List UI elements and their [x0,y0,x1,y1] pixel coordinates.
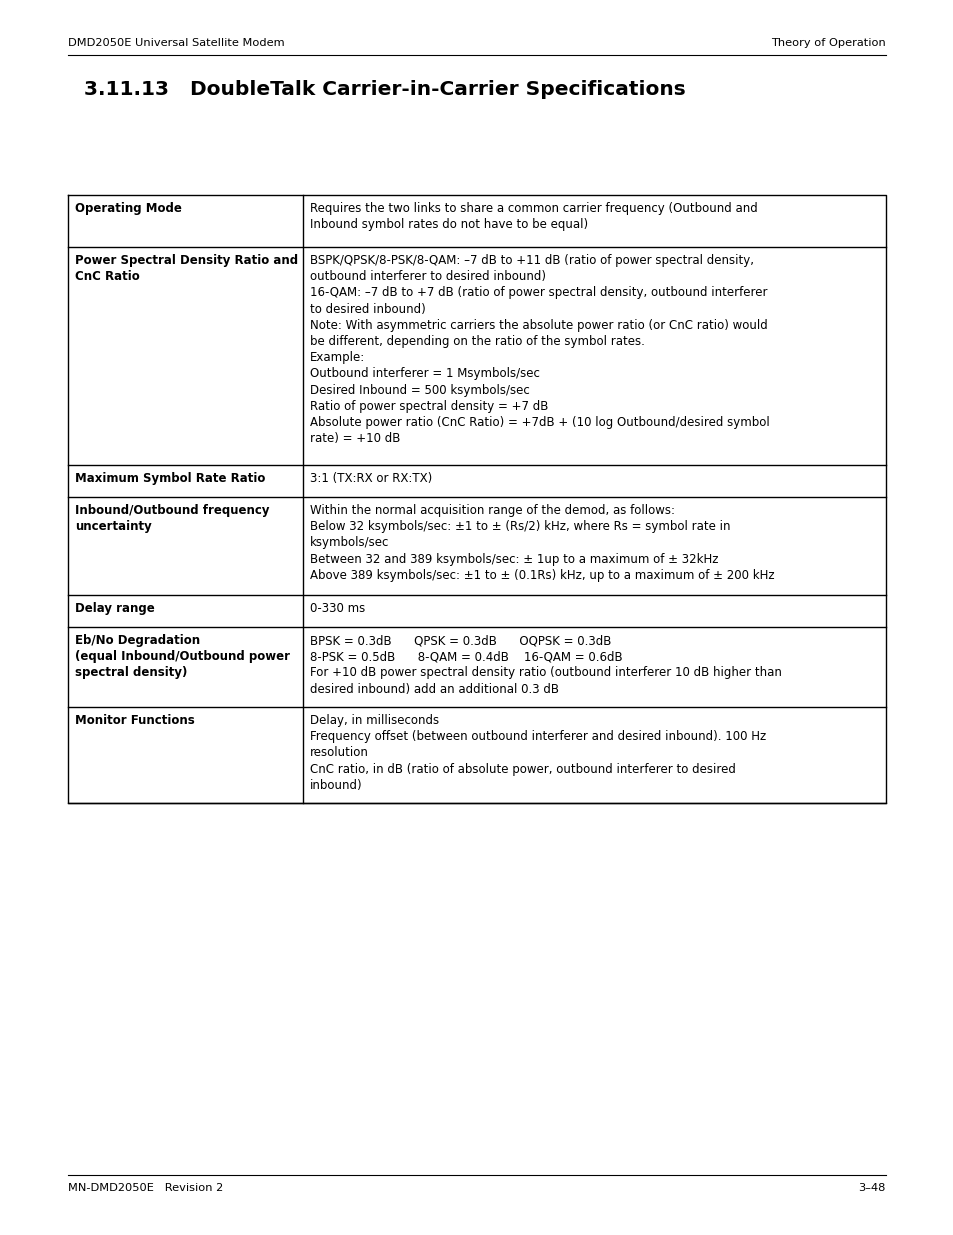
Text: uncertainty: uncertainty [75,520,152,534]
Text: Monitor Functions: Monitor Functions [75,714,194,727]
Text: BPSK = 0.3dB      QPSK = 0.3dB      OQPSK = 0.3dB: BPSK = 0.3dB QPSK = 0.3dB OQPSK = 0.3dB [310,634,611,647]
Text: Below 32 ksymbols/sec: ±1 to ± (Rs/2) kHz, where Rs = symbol rate in: Below 32 ksymbols/sec: ±1 to ± (Rs/2) kH… [310,520,729,534]
Text: 16-QAM: –7 dB to +7 dB (ratio of power spectral density, outbound interferer: 16-QAM: –7 dB to +7 dB (ratio of power s… [310,287,766,299]
Text: Desired Inbound = 500 ksymbols/sec: Desired Inbound = 500 ksymbols/sec [310,384,529,396]
Text: Above 389 ksymbols/sec: ±1 to ± (0.1Rs) kHz, up to a maximum of ± 200 kHz: Above 389 ksymbols/sec: ±1 to ± (0.1Rs) … [310,569,774,582]
Text: Note: With asymmetric carriers the absolute power ratio (or CnC ratio) would: Note: With asymmetric carriers the absol… [310,319,767,332]
Text: MN-DMD2050E   Revision 2: MN-DMD2050E Revision 2 [68,1183,223,1193]
Text: Inbound symbol rates do not have to be equal): Inbound symbol rates do not have to be e… [310,219,587,231]
Text: inbound): inbound) [310,779,362,792]
Text: outbound interferer to desired inbound): outbound interferer to desired inbound) [310,270,545,283]
Text: Delay, in milliseconds: Delay, in milliseconds [310,714,438,727]
Text: Power Spectral Density Ratio and: Power Spectral Density Ratio and [75,254,297,267]
Text: Theory of Operation: Theory of Operation [770,38,885,48]
Text: DMD2050E Universal Satellite Modem: DMD2050E Universal Satellite Modem [68,38,284,48]
Text: 3:1 (TX:RX or RX:TX): 3:1 (TX:RX or RX:TX) [310,472,432,485]
Text: Example:: Example: [310,351,365,364]
Text: Maximum Symbol Rate Ratio: Maximum Symbol Rate Ratio [75,472,265,485]
Text: Eb/No Degradation: Eb/No Degradation [75,634,200,647]
Text: Operating Mode: Operating Mode [75,203,182,215]
Text: be different, depending on the ratio of the symbol rates.: be different, depending on the ratio of … [310,335,644,348]
Text: resolution: resolution [310,746,368,760]
Text: Outbound interferer = 1 Msymbols/sec: Outbound interferer = 1 Msymbols/sec [310,367,539,380]
Text: rate) = +10 dB: rate) = +10 dB [310,432,399,445]
Text: For +10 dB power spectral density ratio (outbound interferer 10 dB higher than: For +10 dB power spectral density ratio … [310,667,781,679]
Text: 3–48: 3–48 [858,1183,885,1193]
Text: CnC Ratio: CnC Ratio [75,270,139,283]
Text: (equal Inbound/Outbound power: (equal Inbound/Outbound power [75,650,290,663]
Text: ksymbols/sec: ksymbols/sec [310,536,389,550]
Text: CnC ratio, in dB (ratio of absolute power, outbound interferer to desired: CnC ratio, in dB (ratio of absolute powe… [310,762,735,776]
Text: Ratio of power spectral density = +7 dB: Ratio of power spectral density = +7 dB [310,400,548,412]
Text: Frequency offset (between outbound interferer and desired inbound). 100 Hz: Frequency offset (between outbound inter… [310,730,765,743]
Text: 3.11.13   DoubleTalk Carrier-in-Carrier Specifications: 3.11.13 DoubleTalk Carrier-in-Carrier Sp… [84,80,685,99]
Text: BSPK/QPSK/8-PSK/8-QAM: –7 dB to +11 dB (ratio of power spectral density,: BSPK/QPSK/8-PSK/8-QAM: –7 dB to +11 dB (… [310,254,753,267]
Text: Inbound/Outbound frequency: Inbound/Outbound frequency [75,504,269,517]
Text: to desired inbound): to desired inbound) [310,303,425,316]
Text: spectral density): spectral density) [75,667,187,679]
Text: Within the normal acquisition range of the demod, as follows:: Within the normal acquisition range of t… [310,504,674,517]
Text: 0-330 ms: 0-330 ms [310,601,365,615]
Text: Between 32 and 389 ksymbols/sec: ± 1up to a maximum of ± 32kHz: Between 32 and 389 ksymbols/sec: ± 1up t… [310,552,718,566]
Text: Delay range: Delay range [75,601,154,615]
Text: desired inbound) add an additional 0.3 dB: desired inbound) add an additional 0.3 d… [310,683,558,695]
Text: 8-PSK = 0.5dB      8-QAM = 0.4dB    16-QAM = 0.6dB: 8-PSK = 0.5dB 8-QAM = 0.4dB 16-QAM = 0.6… [310,650,621,663]
Text: Requires the two links to share a common carrier frequency (Outbound and: Requires the two links to share a common… [310,203,757,215]
Text: Absolute power ratio (CnC Ratio) = +7dB + (10 log Outbound/desired symbol: Absolute power ratio (CnC Ratio) = +7dB … [310,416,769,429]
